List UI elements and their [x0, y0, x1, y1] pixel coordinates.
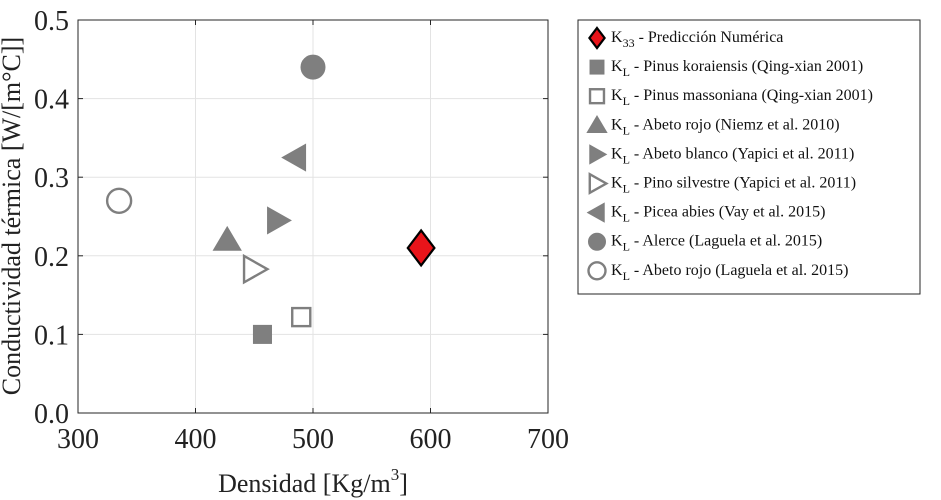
axis-ticks: 300 400 500 600 700 0.0 0.1 0.2 0.3 0.4 0.5: [34, 6, 569, 455]
data-markers: [105, 54, 436, 344]
y-tick-label: 0.4: [34, 85, 69, 116]
legend-label-alerce: KL - Alerce (Laguela et al. 2015): [611, 233, 822, 254]
grid-lines: [78, 20, 548, 413]
legend-box: [577, 19, 921, 295]
legend-item-pino-silvestre: KL - Pino silvestre (Yapici et al. 2011): [588, 172, 856, 196]
legend-label-picea-abies: KL - Picea abies (Vay et al. 2015): [611, 204, 825, 225]
x-tick-label: 400: [175, 424, 217, 455]
legend-item-alerce: KL - Alerce (Laguela et al. 2015): [588, 232, 822, 254]
data-point-abeto-rojo-laguela: [105, 187, 133, 214]
data-point-pinus-koraiensis: [252, 324, 272, 344]
data-point-k33: [406, 228, 436, 268]
legend-marker-alerce: [588, 232, 606, 251]
legend-marker-abeto-rojo-niemz: [586, 114, 608, 134]
y-axis-label: Conductividad térmica [W/[m°C]]: [0, 37, 26, 395]
legend-item-pinus-massoniana: KL - Pinus massoniana (Qing-xian 2001): [588, 87, 873, 108]
legend-marker-k33: [588, 26, 606, 50]
y-tick-label: 0.3: [34, 163, 69, 194]
data-point-picea-abies: [281, 143, 307, 172]
legend-marker-pinus-massoniana: [588, 88, 606, 105]
legend-label-pinus-massoniana: KL - Pinus massoniana (Qing-xian 2001): [611, 87, 873, 108]
data-point-abeto-rojo-niemz: [212, 225, 242, 251]
legend-marker-pinus-koraiensis: [589, 59, 605, 75]
y-tick-label: 0.5: [34, 6, 69, 37]
legend-label-pinus-koraiensis: KL - Pinus koraiensis (Qing-xian 2001): [611, 58, 863, 79]
x-tick-label: 500: [292, 424, 334, 455]
x-tick-label: 700: [527, 424, 569, 455]
legend-label-k33: K33 - Predicción Numérica: [611, 29, 783, 50]
y-tick-label: 0.2: [34, 242, 69, 273]
y-tick-label: 0.0: [34, 399, 69, 430]
legend-marker-pino-silvestre: [588, 172, 609, 195]
legend-marker-abeto-blanco: [589, 144, 608, 165]
data-point-pinus-massoniana: [291, 306, 312, 328]
data-point-pino-silvestre: [242, 253, 270, 285]
legend-item-abeto-blanco: KL - Abeto blanco (Yapici et al. 2011): [589, 144, 854, 166]
legend-item-abeto-rojo-laguela: KL - Abeto rojo (Laguela et al. 2015): [587, 261, 849, 283]
data-point-alerce: [300, 54, 326, 80]
legend: K33 - Predicción Numérica KL - Pinus kora…: [586, 26, 873, 283]
data-point-abeto-blanco: [267, 206, 292, 235]
legend-item-picea-abies: KL - Picea abies (Vay et al. 2015): [586, 202, 825, 225]
legend-item-k33: K33 - Predicción Numérica: [588, 26, 783, 50]
legend-marker-abeto-rojo-laguela: [587, 261, 607, 281]
legend-marker-picea-abies: [586, 202, 605, 223]
legend-label-pino-silvestre: KL - Pino silvestre (Yapici et al. 2011): [611, 175, 856, 196]
legend-item-abeto-rojo-niemz: KL - Abeto rojo (Niemz et al. 2010): [586, 114, 840, 137]
legend-item-pinus-koraiensis: KL - Pinus koraiensis (Qing-xian 2001): [589, 58, 863, 79]
legend-label-abeto-rojo-laguela: KL - Abeto rojo (Laguela et al. 2015): [611, 262, 849, 283]
x-tick-label: 300: [57, 424, 99, 455]
legend-label-abeto-blanco: KL - Abeto blanco (Yapici et al. 2011): [611, 145, 854, 166]
x-tick-label: 600: [410, 424, 452, 455]
x-axis-label: Densidad [Kg/m3]: [218, 465, 408, 498]
legend-label-abeto-rojo-niemz: KL - Abeto rojo (Niemz et al. 2010): [611, 116, 840, 137]
y-tick-label: 0.1: [34, 320, 69, 351]
